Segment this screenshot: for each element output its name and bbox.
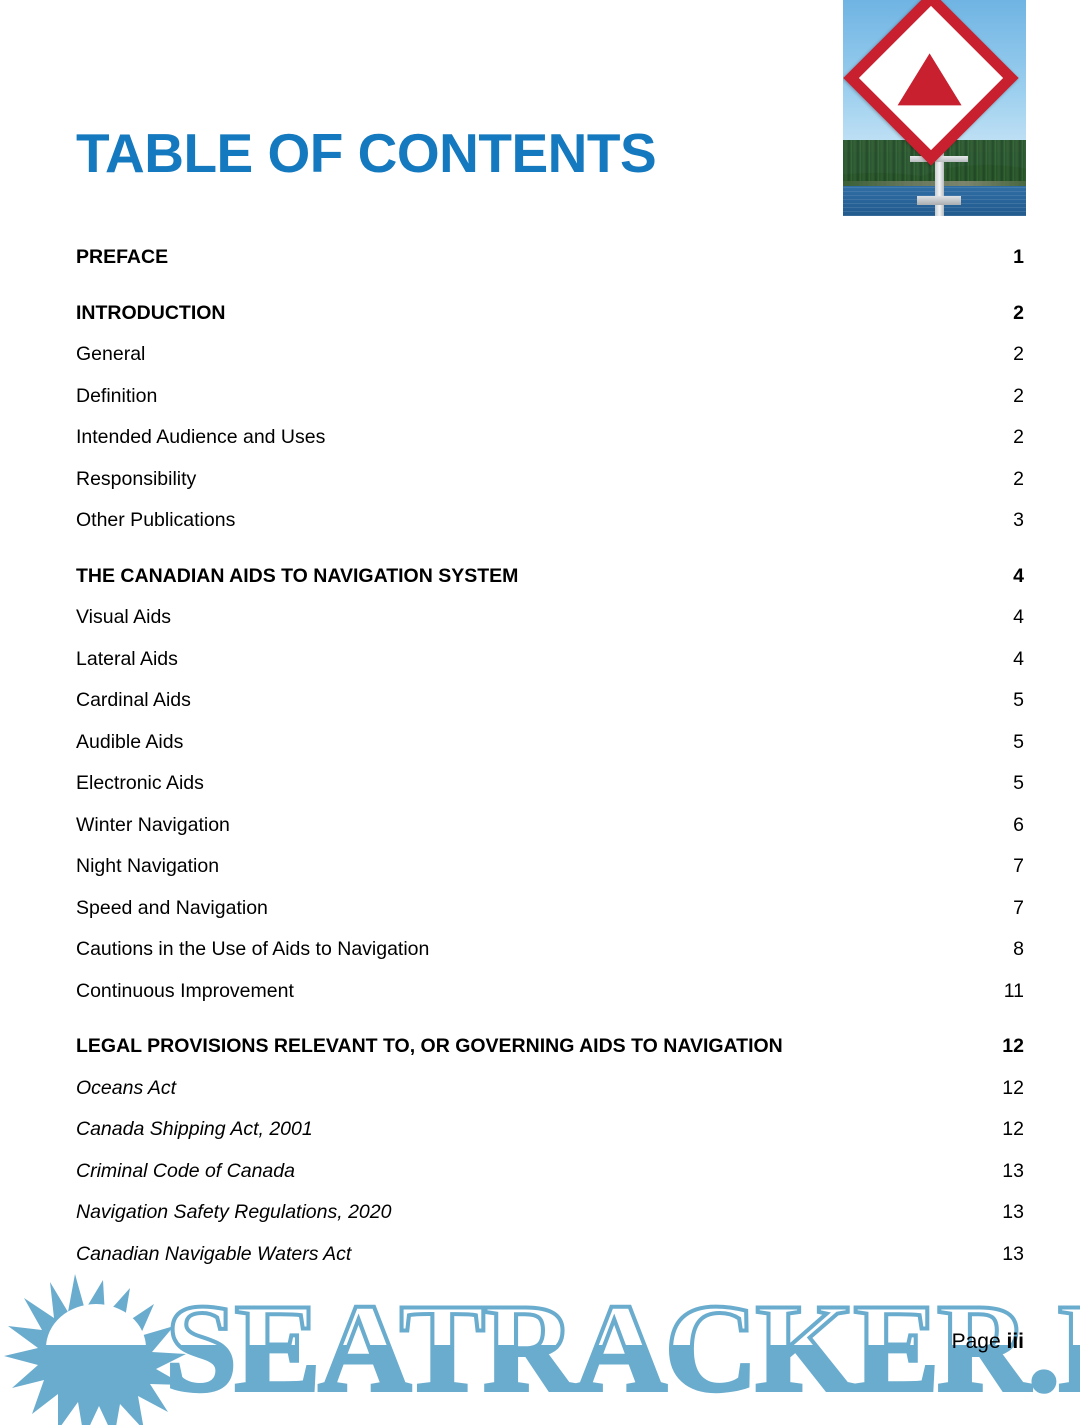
toc-entry-page-number: 12 bbox=[1002, 1118, 1024, 1140]
toc-entry-label: Continuous Improvement bbox=[76, 979, 294, 1002]
page-footer: Page iii bbox=[952, 1330, 1024, 1354]
toc-entry-label: PREFACE bbox=[76, 246, 169, 268]
toc-entry-row[interactable]: Speed and Navigation 7 bbox=[76, 897, 1024, 939]
toc-entry-page-number: 12 bbox=[1002, 1035, 1024, 1057]
toc-entry-page-number: 5 bbox=[1013, 730, 1024, 753]
toc-entry-label: Responsibility bbox=[76, 467, 197, 490]
toc-entry-label: Night Navigation bbox=[76, 855, 220, 877]
toc-entry-row[interactable]: Responsibility 2 bbox=[76, 468, 1024, 510]
toc-entry-label: Speed and Navigation bbox=[76, 896, 268, 919]
toc-entry-label: Audible Aids bbox=[76, 730, 184, 753]
toc-entry-page-number: 2 bbox=[1013, 384, 1024, 407]
toc-entry-label: Navigation Safety Regulations, 2020 bbox=[76, 1201, 392, 1223]
toc-entry-row[interactable]: Electronic Aids 5 bbox=[76, 772, 1024, 814]
toc-entry-page-number: 7 bbox=[1013, 855, 1024, 877]
toc-entry-row[interactable]: Definition 2 bbox=[76, 385, 1024, 427]
toc-entry-page-number: 2 bbox=[1013, 467, 1024, 490]
toc-entry-page-number: 13 bbox=[1002, 1201, 1024, 1223]
toc-entry-label: Oceans Act bbox=[76, 1076, 177, 1099]
page-number: iii bbox=[1006, 1330, 1024, 1353]
toc-entry-row[interactable]: Criminal Code of Canada 13 bbox=[76, 1160, 1024, 1202]
toc-entry-page-number: 13 bbox=[1002, 1159, 1024, 1182]
toc-entry-page-number: 4 bbox=[1013, 564, 1024, 587]
toc-entry-row[interactable]: Audible Aids 5 bbox=[76, 731, 1024, 773]
page-title: TABLE OF CONTENTS bbox=[76, 122, 657, 184]
toc-entry-row[interactable]: Cautions in the Use of Aids to Navigatio… bbox=[76, 938, 1024, 980]
toc-entry-page-number: 12 bbox=[1002, 1076, 1024, 1099]
toc-section-row[interactable]: THE CANADIAN AIDS TO NAVIGATION SYSTEM 4 bbox=[76, 565, 1024, 607]
toc-entry-page-number: 13 bbox=[1002, 1242, 1024, 1265]
sunburst-logo bbox=[4, 1274, 186, 1425]
red-triangle-icon bbox=[897, 53, 962, 106]
toc-entry-row[interactable]: Continuous Improvement 11 bbox=[76, 980, 1024, 1022]
toc-entry-page-number: 4 bbox=[1013, 647, 1024, 670]
toc-entry-row[interactable]: Oceans Act 12 bbox=[76, 1077, 1024, 1119]
watermark-wordmark bbox=[163, 1276, 1080, 1420]
toc-entry-row[interactable]: Intended Audience and Uses 2 bbox=[76, 426, 1024, 468]
toc-entry-page-number: 3 bbox=[1013, 509, 1024, 531]
sign-crossbar-lower bbox=[917, 196, 961, 205]
toc-entry-row[interactable]: Winter Navigation 6 bbox=[76, 814, 1024, 856]
toc-entry-page-number: 2 bbox=[1013, 343, 1024, 365]
toc-entry-label: Other Publications bbox=[76, 509, 236, 531]
toc-entry-page-number: 1 bbox=[1013, 246, 1024, 268]
toc-entry-page-number: 2 bbox=[1013, 426, 1024, 448]
toc-entry-row[interactable]: Other Publications 3 bbox=[76, 509, 1024, 551]
toc-entry-page-number: 5 bbox=[1013, 772, 1024, 794]
toc-entry-row[interactable]: Cardinal Aids 5 bbox=[76, 689, 1024, 731]
toc-section-row[interactable]: INTRODUCTION 2 bbox=[76, 302, 1024, 344]
toc-entry-label: Electronic Aids bbox=[76, 772, 204, 794]
toc-entry-label: Definition bbox=[76, 384, 158, 407]
toc-entry-page-number: 11 bbox=[1003, 979, 1024, 1002]
toc-entry-label: INTRODUCTION bbox=[76, 301, 226, 324]
toc-entry-label: THE CANADIAN AIDS TO NAVIGATION SYSTEM bbox=[76, 564, 519, 587]
sign-post bbox=[935, 120, 944, 216]
toc-entry-row[interactable]: General 2 bbox=[76, 343, 1024, 385]
toc-entry-label: Cardinal Aids bbox=[76, 689, 191, 711]
toc-entry-label: Visual Aids bbox=[76, 606, 172, 628]
seatracker-watermark: SEATRACKER.RU bbox=[0, 1272, 1080, 1425]
header-image bbox=[843, 0, 1026, 216]
toc-entry-row[interactable]: Navigation Safety Regulations, 2020 13 bbox=[76, 1201, 1024, 1243]
toc-entry-label: General bbox=[76, 343, 146, 365]
toc-entry-page-number: 8 bbox=[1013, 938, 1024, 960]
toc-entry-label: Lateral Aids bbox=[76, 647, 178, 670]
toc-entry-label: Cautions in the Use of Aids to Navigatio… bbox=[76, 938, 430, 960]
toc-entry-row[interactable]: Canada Shipping Act, 2001 12 bbox=[76, 1118, 1024, 1160]
toc-entry-label: Criminal Code of Canada bbox=[76, 1159, 295, 1182]
shoreline-region bbox=[843, 181, 1026, 187]
page-label: Page bbox=[951, 1330, 1001, 1353]
toc-entry-row[interactable]: Night Navigation 7 bbox=[76, 855, 1024, 897]
toc-entry-row[interactable]: Lateral Aids 4 bbox=[76, 648, 1024, 690]
sign-crossbar-upper bbox=[910, 156, 968, 162]
toc-entry-label: Canadian Navigable Waters Act bbox=[76, 1242, 352, 1265]
toc-entry-page-number: 6 bbox=[1013, 813, 1024, 836]
toc-entry-label: LEGAL PROVISIONS RELEVANT TO, OR GOVERNI… bbox=[76, 1035, 783, 1057]
table-of-contents: PREFACE 1 INTRODUCTION 2 General 2 Definition 2… bbox=[76, 246, 1024, 1284]
toc-entry-label: Canada Shipping Act, 2001 bbox=[76, 1118, 313, 1140]
toc-entry-label: Winter Navigation bbox=[76, 813, 230, 836]
toc-entry-page-number: 7 bbox=[1013, 896, 1024, 919]
toc-section-row[interactable]: LEGAL PROVISIONS RELEVANT TO, OR GOVERNI… bbox=[76, 1035, 1024, 1077]
toc-entry-page-number: 2 bbox=[1013, 301, 1024, 324]
toc-section-row[interactable]: PREFACE 1 bbox=[76, 246, 1024, 288]
toc-entry-label: Intended Audience and Uses bbox=[76, 426, 326, 448]
toc-entry-row[interactable]: Visual Aids 4 bbox=[76, 606, 1024, 648]
toc-entry-row[interactable]: Canadian Navigable Waters Act 13 bbox=[76, 1243, 1024, 1285]
toc-entry-page-number: 4 bbox=[1013, 606, 1024, 628]
toc-entry-page-number: 5 bbox=[1013, 689, 1024, 711]
